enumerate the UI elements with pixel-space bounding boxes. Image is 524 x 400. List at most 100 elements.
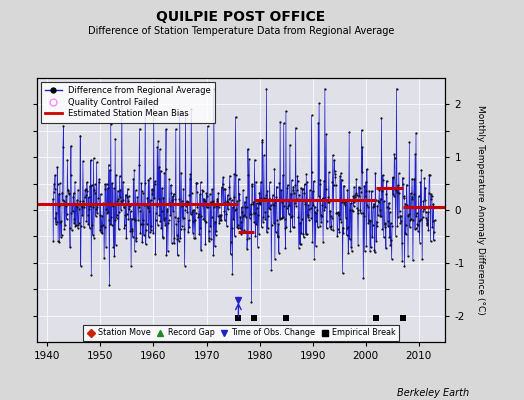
Point bbox=[423, 220, 432, 226]
Point bbox=[75, 198, 84, 204]
Point bbox=[393, 189, 401, 195]
Point bbox=[174, 215, 182, 221]
Point bbox=[226, 251, 235, 257]
Point bbox=[232, 206, 241, 212]
Point bbox=[132, 187, 140, 194]
Point bbox=[290, 190, 298, 196]
Point bbox=[393, 223, 401, 229]
Point bbox=[261, 194, 270, 201]
Point bbox=[126, 208, 135, 214]
Point bbox=[167, 182, 175, 188]
Point bbox=[265, 205, 274, 211]
Point bbox=[86, 203, 95, 209]
Point bbox=[92, 159, 101, 165]
Point bbox=[278, 199, 286, 205]
Point bbox=[352, 176, 361, 182]
Point bbox=[57, 234, 65, 240]
Point bbox=[282, 224, 291, 230]
Point bbox=[384, 223, 392, 229]
Point bbox=[107, 222, 116, 228]
Point bbox=[351, 199, 359, 206]
Point bbox=[143, 221, 151, 228]
Y-axis label: Monthly Temperature Anomaly Difference (°C): Monthly Temperature Anomaly Difference (… bbox=[476, 105, 485, 315]
Point bbox=[62, 192, 70, 199]
Point bbox=[230, 171, 238, 177]
Point bbox=[286, 142, 294, 148]
Point bbox=[379, 177, 387, 184]
Point bbox=[270, 220, 278, 226]
Point bbox=[161, 222, 169, 228]
Point bbox=[234, 225, 242, 231]
Point bbox=[225, 196, 233, 202]
Point bbox=[324, 194, 333, 200]
Point bbox=[100, 255, 108, 262]
Point bbox=[307, 205, 315, 212]
Point bbox=[135, 126, 144, 132]
Point bbox=[81, 187, 89, 193]
Point bbox=[332, 210, 341, 216]
Point bbox=[416, 216, 424, 223]
Point bbox=[395, 190, 403, 197]
Point bbox=[104, 162, 113, 168]
Point bbox=[290, 223, 299, 230]
Point bbox=[214, 212, 222, 219]
Point bbox=[57, 218, 66, 224]
Point bbox=[292, 196, 301, 202]
Point bbox=[157, 167, 165, 174]
Point bbox=[422, 216, 431, 223]
Point bbox=[49, 238, 58, 244]
Point bbox=[115, 173, 124, 179]
Point bbox=[381, 224, 389, 230]
Point bbox=[268, 197, 276, 203]
Point bbox=[142, 227, 150, 233]
Point bbox=[166, 212, 174, 218]
Point bbox=[117, 206, 125, 213]
Point bbox=[249, 210, 258, 216]
Point bbox=[178, 223, 186, 230]
Point bbox=[86, 157, 95, 163]
Point bbox=[310, 178, 318, 184]
Point bbox=[377, 212, 385, 219]
Point bbox=[302, 171, 310, 177]
Point bbox=[135, 204, 143, 210]
Point bbox=[63, 188, 72, 194]
Point bbox=[214, 204, 223, 210]
Point bbox=[94, 194, 103, 201]
Point bbox=[424, 227, 432, 233]
Point bbox=[280, 203, 288, 209]
Point bbox=[101, 181, 109, 187]
Point bbox=[159, 194, 168, 201]
Point bbox=[372, 197, 380, 203]
Point bbox=[285, 197, 293, 204]
Point bbox=[356, 210, 365, 216]
Point bbox=[263, 187, 271, 194]
Point bbox=[399, 180, 407, 187]
Point bbox=[381, 220, 390, 227]
Point bbox=[79, 198, 88, 204]
Point bbox=[368, 234, 376, 240]
Point bbox=[318, 213, 326, 219]
Point bbox=[149, 230, 157, 236]
Point bbox=[404, 253, 412, 260]
Point bbox=[336, 173, 344, 179]
Point bbox=[428, 193, 436, 200]
Point bbox=[67, 142, 75, 149]
Point bbox=[145, 208, 154, 214]
Point bbox=[238, 228, 247, 235]
Point bbox=[185, 224, 193, 230]
Point bbox=[263, 229, 271, 236]
Point bbox=[255, 231, 263, 237]
Point bbox=[427, 238, 435, 245]
Point bbox=[182, 202, 191, 208]
Point bbox=[230, 194, 238, 200]
Point bbox=[246, 211, 255, 217]
Point bbox=[264, 212, 272, 219]
Point bbox=[299, 186, 307, 193]
Point bbox=[271, 256, 279, 262]
Point bbox=[395, 170, 403, 177]
Point bbox=[184, 217, 193, 224]
Point bbox=[266, 206, 275, 212]
Point bbox=[266, 195, 274, 202]
Point bbox=[359, 210, 367, 216]
Point bbox=[209, 198, 217, 204]
